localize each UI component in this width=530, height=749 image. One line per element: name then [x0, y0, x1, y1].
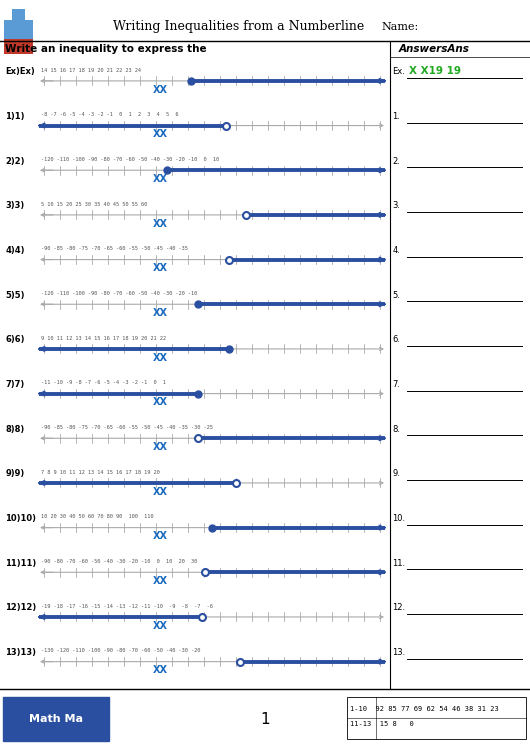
Text: AnswersAns: AnswersAns [399, 44, 470, 55]
FancyBboxPatch shape [3, 697, 109, 741]
Text: XX: XX [153, 174, 168, 184]
Text: -90 -85 -80 -75 -70 -65 -60 -55 -50 -45 -40 -35: -90 -85 -80 -75 -70 -65 -60 -55 -50 -45 … [41, 246, 188, 252]
Text: 5.: 5. [392, 291, 400, 300]
Text: Math Ma: Math Ma [29, 714, 83, 724]
Text: 6)6): 6)6) [5, 336, 25, 345]
Text: -120 -110 -100 -90 -80 -70 -60 -50 -40 -30 -20 -10  0  10: -120 -110 -100 -90 -80 -70 -60 -50 -40 -… [41, 157, 219, 162]
Text: -130 -120 -110 -100 -90 -80 -70 -60 -50 -40 -30 -20: -130 -120 -110 -100 -90 -80 -70 -60 -50 … [41, 649, 201, 653]
Text: 10 20 30 40 50 60 70 80 90  100  110: 10 20 30 40 50 60 70 80 90 100 110 [41, 515, 154, 519]
Text: -90 -80 -70 -60 -50 -40 -30 -20 -10  0  10  20  30: -90 -80 -70 -60 -50 -40 -30 -20 -10 0 10… [41, 559, 198, 564]
Text: -8 -7 -6 -5 -4 -3 -2 -1  0  1  2  3  4  5  6: -8 -7 -6 -5 -4 -3 -2 -1 0 1 2 3 4 5 6 [41, 112, 179, 118]
Text: Writing Inequalities from a Numberline: Writing Inequalities from a Numberline [113, 20, 364, 34]
Text: XX: XX [153, 398, 168, 407]
Text: XX: XX [153, 487, 168, 497]
FancyBboxPatch shape [12, 9, 25, 54]
Text: XX: XX [153, 665, 168, 676]
Text: 13.: 13. [392, 648, 405, 657]
Text: 1)1): 1)1) [5, 112, 25, 121]
Text: XX: XX [153, 130, 168, 139]
Text: 5 10 15 20 25 30 35 40 45 50 55 60: 5 10 15 20 25 30 35 40 45 50 55 60 [41, 201, 147, 207]
Text: 10.: 10. [392, 514, 405, 523]
Text: 1.: 1. [392, 112, 400, 121]
Text: 12.: 12. [392, 604, 405, 613]
Text: -120 -110 -100 -90 -80 -70 -60 -50 -40 -30 -20 -10: -120 -110 -100 -90 -80 -70 -60 -50 -40 -… [41, 291, 198, 296]
FancyBboxPatch shape [4, 39, 33, 54]
Text: 4)4): 4)4) [5, 246, 25, 255]
Text: XX: XX [153, 264, 168, 273]
Text: 14 15 16 17 18 19 20 21 22 23 24: 14 15 16 17 18 19 20 21 22 23 24 [41, 67, 142, 73]
Text: 7 8 9 10 11 12 13 14 15 16 17 18 19 20: 7 8 9 10 11 12 13 14 15 16 17 18 19 20 [41, 470, 160, 475]
Text: Name:: Name: [382, 22, 419, 32]
Text: XX: XX [153, 576, 168, 586]
Text: 8)8): 8)8) [5, 425, 24, 434]
Text: XX: XX [153, 621, 168, 631]
Text: 4.: 4. [392, 246, 400, 255]
Text: 1-10  92 85 77 69 62 54 46 38 31 23: 1-10 92 85 77 69 62 54 46 38 31 23 [350, 706, 499, 712]
Text: 7)7): 7)7) [5, 380, 24, 389]
Text: 13)13): 13)13) [5, 648, 36, 657]
Text: 8.: 8. [392, 425, 400, 434]
Text: Ex.: Ex. [392, 67, 405, 76]
Text: 1: 1 [260, 712, 270, 727]
Text: 2.: 2. [392, 157, 400, 166]
Text: 9.: 9. [392, 470, 400, 479]
Text: Ex)Ex): Ex)Ex) [5, 67, 35, 76]
Text: 11-13  15 8   0: 11-13 15 8 0 [350, 721, 413, 727]
Text: 10)10): 10)10) [5, 514, 36, 523]
Text: XX: XX [153, 308, 168, 318]
Text: XX: XX [153, 85, 168, 94]
Text: 6.: 6. [392, 336, 400, 345]
Text: -90 -85 -80 -75 -70 -65 -60 -55 -50 -45 -40 -35 -30 -25: -90 -85 -80 -75 -70 -65 -60 -55 -50 -45 … [41, 425, 213, 430]
Text: 9)9): 9)9) [5, 470, 24, 479]
Text: 3)3): 3)3) [5, 201, 24, 210]
Text: Write an inequality to express the: Write an inequality to express the [5, 44, 207, 55]
Text: X X19 19: X X19 19 [409, 66, 461, 76]
Text: -11 -10 -9 -8 -7 -6 -5 -4 -3 -2 -1  0  1: -11 -10 -9 -8 -7 -6 -5 -4 -3 -2 -1 0 1 [41, 380, 166, 386]
Text: 12)12): 12)12) [5, 604, 37, 613]
Text: 7.: 7. [392, 380, 400, 389]
Text: XX: XX [153, 442, 168, 452]
Text: XX: XX [153, 531, 168, 542]
Text: -19 -18 -17 -16 -15 -14 -13 -12 -11 -10  -9  -8  -7  -6: -19 -18 -17 -16 -15 -14 -13 -12 -11 -10 … [41, 604, 213, 609]
Text: XX: XX [153, 219, 168, 228]
Text: 9 10 11 12 13 14 15 16 17 18 19 20 21 22: 9 10 11 12 13 14 15 16 17 18 19 20 21 22 [41, 336, 166, 341]
Text: 11)11): 11)11) [5, 559, 37, 568]
Text: 5)5): 5)5) [5, 291, 25, 300]
Text: 11.: 11. [392, 559, 405, 568]
FancyBboxPatch shape [4, 20, 33, 43]
Text: XX: XX [153, 353, 168, 363]
Text: 2)2): 2)2) [5, 157, 25, 166]
Text: 3.: 3. [392, 201, 400, 210]
